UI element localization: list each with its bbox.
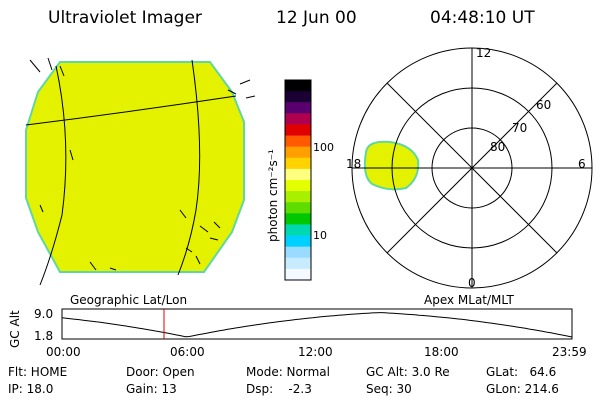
mlt-label-6: 6 (578, 157, 586, 171)
x-tick-3: 18:00 (424, 345, 459, 359)
timeline-right-label: Apex MLat/MLT (424, 293, 514, 307)
app-title: Ultraviolet Imager (48, 8, 202, 28)
timeline-left-label: Geographic Lat/Lon (70, 293, 188, 307)
longitude-line-left (39, 65, 67, 286)
colorbar-segment (285, 224, 311, 237)
colorbar-segment (285, 213, 311, 225)
lat-label-60: 60 (536, 98, 552, 112)
mlt-label-18: 18 (346, 157, 362, 171)
info-flight: Flt: HOME (8, 365, 68, 379)
colorbar-segment (285, 113, 311, 125)
colorbar-segment (285, 202, 311, 214)
colorbar-segment (285, 80, 311, 92)
timeline-plot (61, 308, 573, 340)
colorbar-segment (285, 235, 311, 248)
x-tick-0: 00:00 (46, 345, 81, 359)
timeline-y-max: 9.0 (34, 307, 54, 321)
colorbar-segment (285, 257, 311, 270)
colorbar-segment (285, 91, 311, 103)
info-seq: Seq: 30 (366, 382, 412, 396)
info-door: Door: Open (126, 365, 195, 379)
colorbar-segment (285, 146, 311, 159)
colorbar-segment (285, 191, 311, 203)
info-gc-alt: GC Alt: 3.0 Re (366, 365, 450, 379)
header-date: 12 Jun 00 (276, 8, 357, 28)
info-glon: GLon: 214.6 (486, 382, 559, 396)
colorbar-segment (285, 246, 311, 259)
colorbar-segment (285, 124, 311, 137)
colorbar-segment (285, 268, 311, 281)
info-mode: Mode: Normal (246, 365, 330, 379)
latitude-line (25, 95, 237, 126)
mlt-label-0: 0 (468, 276, 476, 290)
colorbar-segment (285, 157, 311, 170)
colorbar-segment (285, 102, 311, 114)
colorbar (284, 79, 312, 281)
header-time: 04:48:10 UT (430, 8, 535, 28)
info-gain: Gain: 13 (126, 382, 177, 396)
mlt-diag-2 (386, 82, 558, 254)
colorbar-segment (285, 180, 311, 192)
timeline-y-min: 1.8 (34, 329, 54, 343)
mlt-label-12: 12 (476, 46, 492, 60)
x-tick-4: 23:59 (552, 345, 587, 359)
colorbar-frame (284, 79, 312, 281)
altitude-curve (61, 312, 573, 338)
info-ip: IP: 18.0 (8, 382, 54, 396)
x-tick-1: 06:00 (170, 345, 205, 359)
lat-label-70: 70 (512, 121, 528, 135)
colorbar-segment (285, 135, 311, 148)
lat-label-80: 80 (490, 140, 506, 154)
info-glat: GLat: 64.6 (486, 365, 557, 379)
info-dsp: Dsp: -2.3 (246, 382, 312, 396)
colorbar-tick-100: 100 (313, 141, 334, 154)
longitude-line-right (177, 59, 201, 276)
colorbar-segment (285, 168, 311, 181)
timeline-y-axis-label: GC Alt (8, 310, 22, 348)
timeline-frame (61, 308, 573, 340)
coastline-specks (29, 57, 256, 271)
colorbar-tick-10: 10 (313, 229, 327, 242)
x-tick-2: 12:00 (298, 345, 333, 359)
